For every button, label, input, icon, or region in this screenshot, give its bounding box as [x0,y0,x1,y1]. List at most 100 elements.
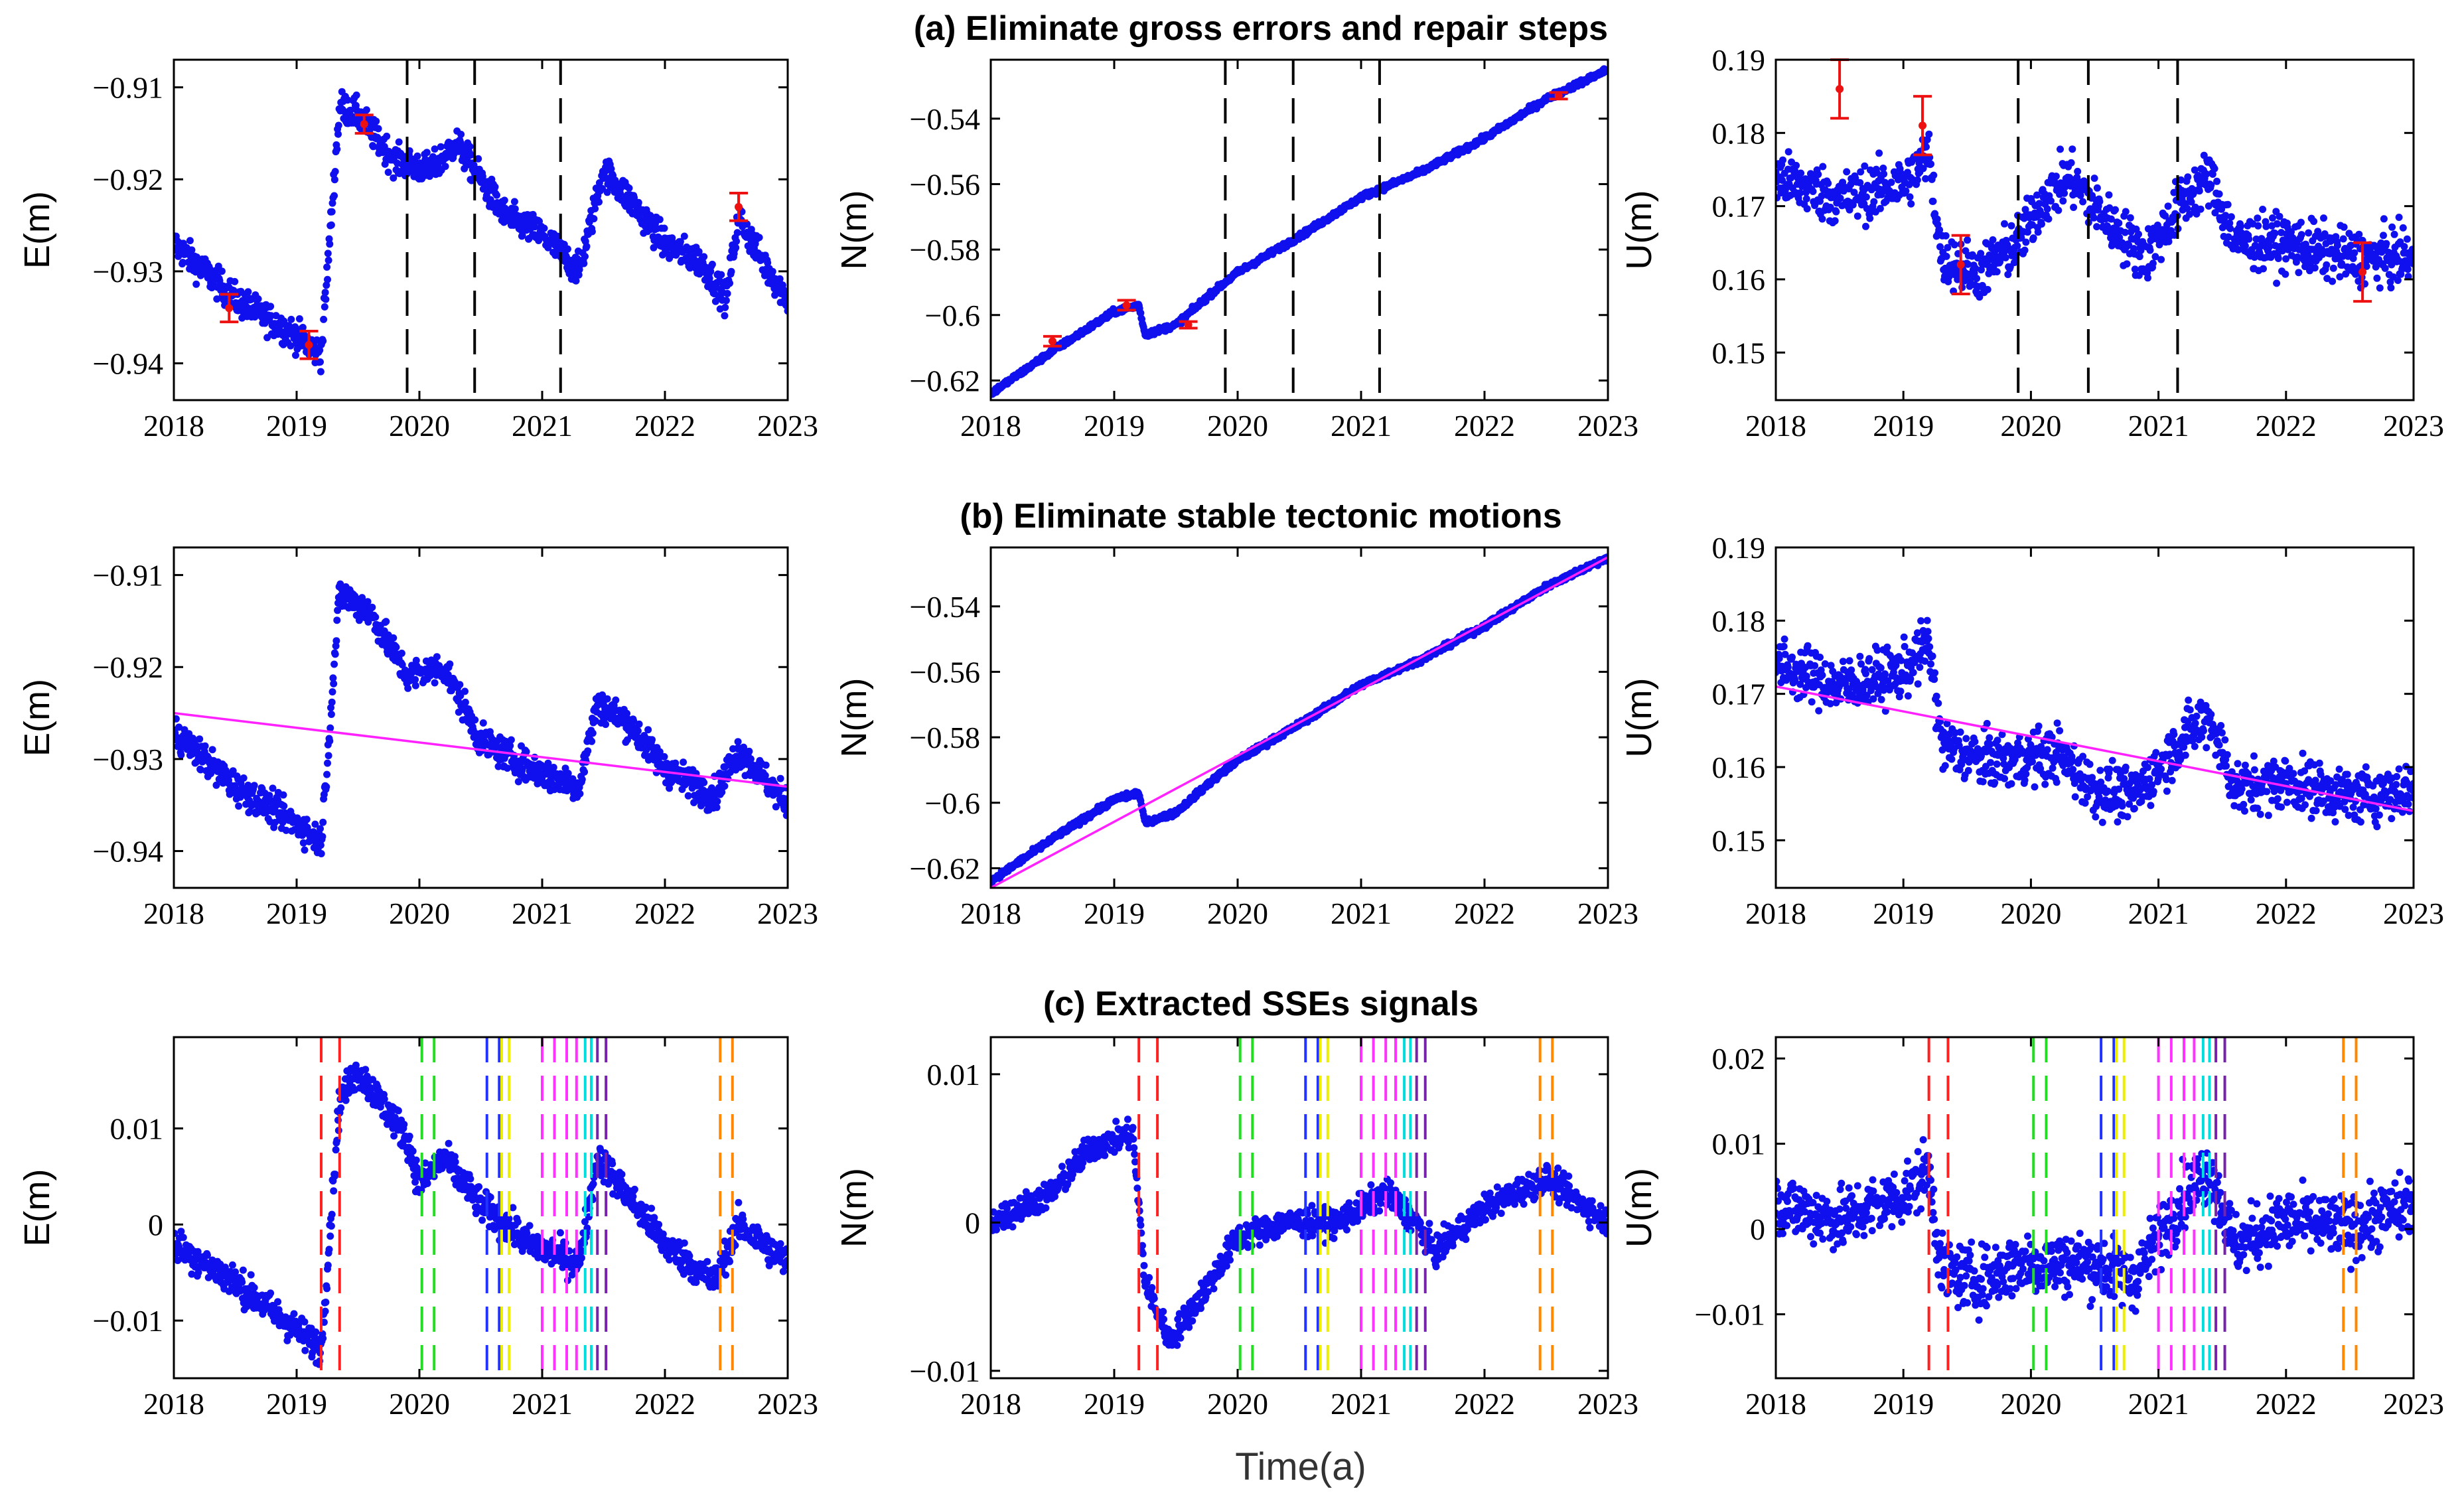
data-point [2079,198,2087,206]
data-point [2266,242,2274,250]
error-bar [299,330,319,360]
data-point [726,768,734,776]
x-tick-label: 2021 [2128,409,2189,443]
data-point [734,738,742,746]
data-point [320,315,328,323]
error-bar-point [2358,267,2367,276]
data-point [2191,166,2199,174]
data-point [1802,195,1810,203]
data-point [2222,212,2230,220]
data-point [1964,236,1972,244]
data-point [301,846,309,854]
data-point [755,234,763,242]
data-point [437,143,445,151]
data-point [317,368,325,376]
data-point [2282,255,2290,263]
data-point [390,634,398,642]
data-point [235,802,243,810]
data-point [1784,148,1792,156]
data-point [319,833,326,841]
data-point [2001,220,2008,228]
data-point [2400,243,2408,251]
data-point [2184,173,2192,181]
data-point [1843,168,1851,176]
data-point [457,692,465,699]
data-point [208,746,216,754]
data-point [2130,245,2138,253]
data-point [1779,156,1786,164]
data-point [1930,171,1938,179]
data-point [2067,159,2075,167]
data-point [1824,179,1832,187]
data-point [711,297,719,305]
data-point [732,244,740,251]
data-point [2013,242,2021,250]
data-point [333,616,341,624]
data-point [2269,214,2276,222]
data-point [2144,274,2151,282]
error-bar [1913,95,1932,157]
data-point [1880,170,1888,178]
data-point [660,224,668,232]
data-point [2115,219,2123,227]
data-points [991,553,1608,887]
data-point [331,168,339,175]
data-point [602,721,610,729]
data-point [518,232,526,240]
data-point [456,681,464,689]
data-point [2157,255,2165,263]
data-point [768,267,776,275]
data-point [2260,265,2267,273]
data-point [2236,222,2244,230]
data-point [747,755,755,763]
data-point [328,688,336,696]
data-point [1902,187,1910,195]
data-point [511,205,519,213]
data-point [590,215,598,223]
data-point [218,267,226,275]
data-point [733,229,741,237]
data-point [2395,214,2403,221]
data-point [2164,202,2172,210]
data-point [429,153,437,161]
data-point [374,125,382,133]
x-tick-label: 2021 [512,409,573,443]
data-point [398,661,406,669]
data-point [630,717,638,725]
data-point [584,747,592,755]
data-point [323,770,331,778]
data-point [782,812,788,820]
data-point [510,198,518,206]
data-point [2093,184,2101,192]
data-point [346,106,354,114]
data-point [2045,215,2053,223]
y-tick-label: −0.94 [93,347,163,381]
data-point [1797,169,1805,177]
data-point [323,783,330,791]
data-point [1831,217,1839,225]
data-point [196,735,204,743]
data-point [441,163,449,171]
data-point [352,91,360,99]
y-axis-label: E(m) [17,191,57,269]
data-point [564,770,572,777]
data-point [383,132,391,140]
data-point [1875,149,1883,157]
data-point [2057,145,2064,153]
data-point [431,145,439,153]
x-tick-label: 2018 [143,896,204,930]
data-point [2093,223,2101,231]
data-point [467,151,475,159]
data-point [327,711,335,718]
data-point [2282,270,2289,278]
data-point [572,277,580,285]
data-point [531,223,539,231]
x-tick-label: 2023 [2383,409,2444,443]
data-point [433,653,441,661]
panel-r0-em: 2018 2019 2020 2021 2022 2023−0.91−0.92−0.93−… [17,58,818,443]
data-point [1922,175,1930,182]
data-point [1913,176,1921,184]
y-tick-label: −0.62 [910,364,980,397]
data-point [589,729,597,737]
data-point [192,280,200,288]
